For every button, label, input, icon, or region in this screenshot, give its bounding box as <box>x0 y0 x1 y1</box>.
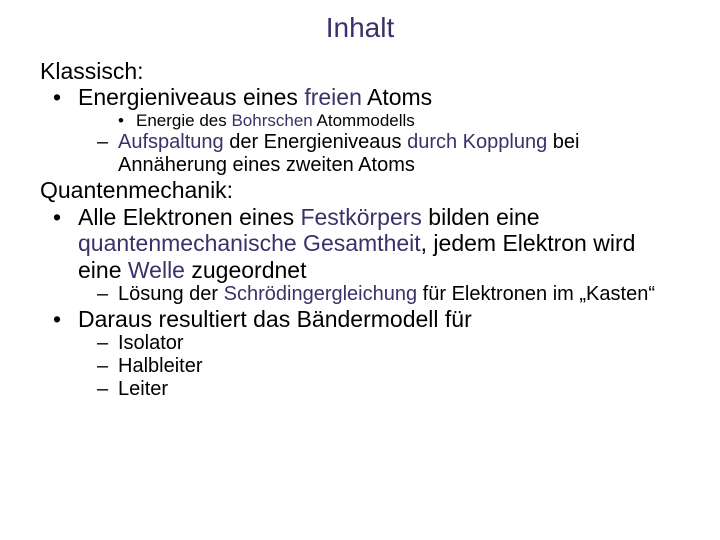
text: Alle Elektronen eines <box>78 204 300 230</box>
list-item: Isolator <box>40 332 680 355</box>
list-classical: Energieniveaus eines freien Atoms <box>40 84 680 110</box>
list-item: Alle Elektronen eines Festkörpers bilden… <box>40 204 680 283</box>
text: für Elektronen im „Kasten“ <box>417 283 655 305</box>
highlight-text: Schrödingergleichung <box>224 283 417 305</box>
text: Energie des <box>136 111 231 130</box>
text: Atoms <box>362 84 432 110</box>
text: zugeordnet <box>185 257 306 283</box>
section-classical-label: Klassisch: <box>40 58 680 84</box>
highlight-text: Bohrschen <box>231 111 312 130</box>
sublist-dash: Lösung der Schrödingergleichung für Elek… <box>40 283 680 306</box>
list-item: Daraus resultiert das Bändermodell für <box>40 306 680 332</box>
list-item: Lösung der Schrödingergleichung für Elek… <box>40 283 680 306</box>
highlight-text: Festkörpers <box>300 204 421 230</box>
sublist-bullet: Energie des Bohrschen Atommodells <box>40 111 680 131</box>
highlight-text: Aufspaltung <box>118 131 224 153</box>
sublist-results: Isolator Halbleiter Leiter <box>40 332 680 401</box>
text: bilden eine <box>422 204 540 230</box>
section-quantum-label: Quantenmechanik: <box>40 177 680 203</box>
list-item: Aufspaltung der Energieniveaus durch Kop… <box>40 131 680 177</box>
text: der Energieniveaus <box>224 131 407 153</box>
highlight-text: Welle <box>128 257 185 283</box>
list-item: Halbleiter <box>40 355 680 378</box>
sublist-dash: Aufspaltung der Energieniveaus durch Kop… <box>40 131 680 177</box>
slide-title: Inhalt <box>40 12 680 44</box>
text: Energieniveaus eines <box>78 84 304 110</box>
highlight-text: durch Kopplung <box>407 131 547 153</box>
list-result: Daraus resultiert das Bändermodell für <box>40 306 680 332</box>
list-item: Leiter <box>40 378 680 401</box>
text: Atommodells <box>313 111 415 130</box>
text: Lösung der <box>118 283 224 305</box>
list-item: Energie des Bohrschen Atommodells <box>40 111 680 131</box>
list-quantum: Alle Elektronen eines Festkörpers bilden… <box>40 204 680 283</box>
highlight-text: quantenmechanische Gesamtheit <box>78 230 421 256</box>
highlight-text: freien <box>304 84 362 110</box>
list-item: Energieniveaus eines freien Atoms <box>40 84 680 110</box>
